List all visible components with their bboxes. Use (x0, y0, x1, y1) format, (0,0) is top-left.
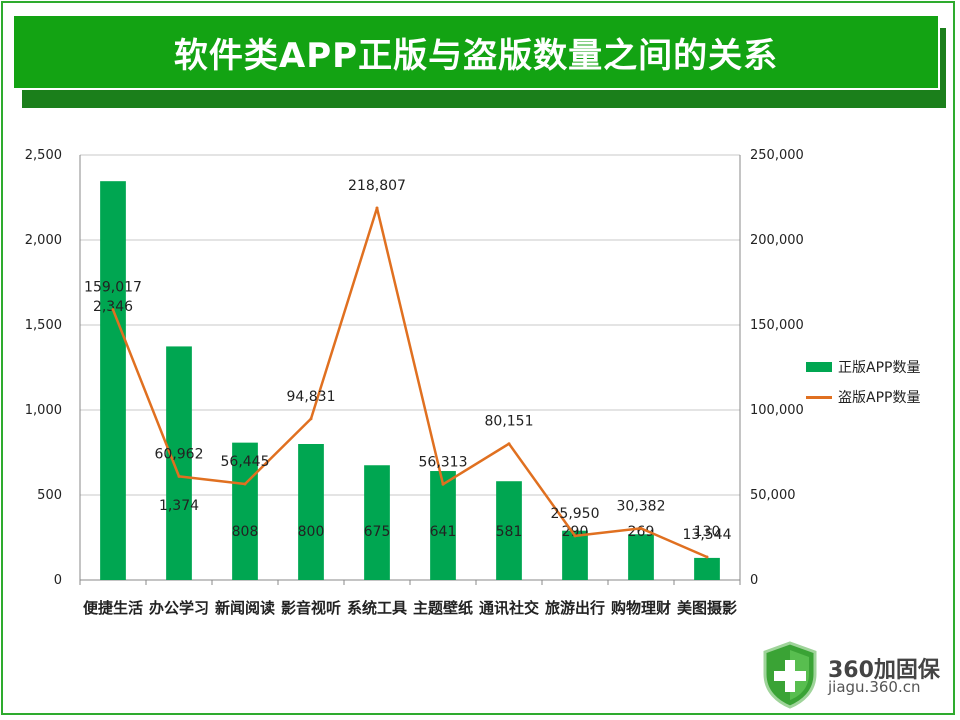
line-series (111, 206, 708, 559)
bar (496, 481, 522, 580)
brand-name: 360加固保 (828, 658, 940, 683)
bar (232, 442, 258, 580)
line-point (243, 482, 247, 486)
bar (430, 471, 456, 580)
bar (166, 346, 192, 580)
y-left-tick-label: 2,000 (25, 233, 62, 248)
line-data-label: 30,382 (617, 498, 666, 514)
bar-data-label: 800 (298, 524, 325, 540)
line-point (639, 526, 643, 530)
line-data-label: 80,151 (485, 414, 534, 430)
bar-data-label: 808 (232, 524, 259, 540)
line-point (375, 206, 379, 210)
y-right-tick-label: 0 (750, 573, 758, 588)
bar (628, 534, 654, 580)
legend-swatch-line (806, 395, 832, 399)
line-point (573, 534, 577, 538)
x-tick-label: 通讯社交 (479, 599, 539, 617)
title-banner: 软件类APP正版与盗版数量之间的关系 (12, 14, 940, 90)
brand-logo: 360加固保 jiagu.360.cn (760, 640, 950, 714)
brand-url: jiagu.360.cn (828, 678, 921, 696)
line-data-label: 13,544 (683, 527, 732, 543)
y-right-tick-label: 250,000 (750, 148, 804, 163)
chart-legend: 正版APP数量 盗版APP数量 (806, 356, 920, 416)
shield-cross-icon (763, 641, 817, 709)
line-data-label: 56,445 (221, 454, 270, 470)
y-left-tick-label: 500 (37, 488, 62, 503)
x-tick-label: 购物理财 (611, 599, 671, 617)
x-tick-label: 办公学习 (149, 599, 209, 617)
bar-data-label: 581 (496, 524, 523, 540)
line-data-label: 94,831 (287, 389, 336, 405)
line-data-label: 56,313 (419, 454, 468, 470)
legend-item-bar: 正版APP数量 (806, 356, 920, 378)
y-right-tick-label: 200,000 (750, 233, 804, 248)
y-right-tick-label: 50,000 (750, 488, 796, 503)
legend-label-line: 盗版APP数量 (838, 390, 921, 406)
bar-data-label: 641 (430, 524, 457, 540)
legend-label-bar: 正版APP数量 (838, 360, 921, 376)
line-data-label: 218,807 (348, 178, 406, 194)
bar (100, 181, 126, 580)
y-left-tick-label: 1,500 (25, 318, 62, 333)
bar (562, 530, 588, 580)
line-point (705, 555, 709, 559)
bar (298, 444, 324, 580)
bar (364, 465, 390, 580)
bar-data-label: 1,374 (159, 498, 199, 514)
y-right-tick-label: 100,000 (750, 403, 804, 418)
line-point (177, 474, 181, 478)
line-point (309, 417, 313, 421)
line-data-label: 159,017 (84, 280, 142, 296)
line-point (441, 482, 445, 486)
bar-data-label: 130 (694, 524, 721, 540)
line-data-label: 60,962 (155, 446, 204, 462)
x-tick-label: 便捷生活 (83, 599, 143, 617)
legend-swatch-bar (806, 362, 832, 372)
line-point (111, 308, 115, 312)
x-tick-label: 影音视听 (281, 599, 341, 617)
x-tick-label: 旅游出行 (545, 599, 605, 617)
bar-data-label: 675 (364, 524, 391, 540)
bar-data-label: 290 (562, 524, 589, 540)
x-tick-label: 美图摄影 (677, 599, 737, 617)
x-tick-label: 主题壁纸 (413, 599, 473, 617)
line-point (507, 442, 511, 446)
y-left-tick-label: 0 (54, 573, 62, 588)
line-data-label: 25,950 (551, 506, 600, 522)
page-title: 软件类APP正版与盗版数量之间的关系 (173, 35, 779, 76)
legend-item-line: 盗版APP数量 (806, 386, 920, 408)
bar-data-label: 2,346 (93, 299, 133, 315)
bar (694, 557, 720, 580)
y-left-tick-label: 1,000 (25, 403, 62, 418)
y-left-tick-label: 2,500 (25, 148, 62, 163)
y-right-tick-label: 150,000 (750, 318, 804, 333)
x-tick-label: 新闻阅读 (215, 599, 275, 617)
x-tick-label: 系统工具 (347, 599, 407, 617)
